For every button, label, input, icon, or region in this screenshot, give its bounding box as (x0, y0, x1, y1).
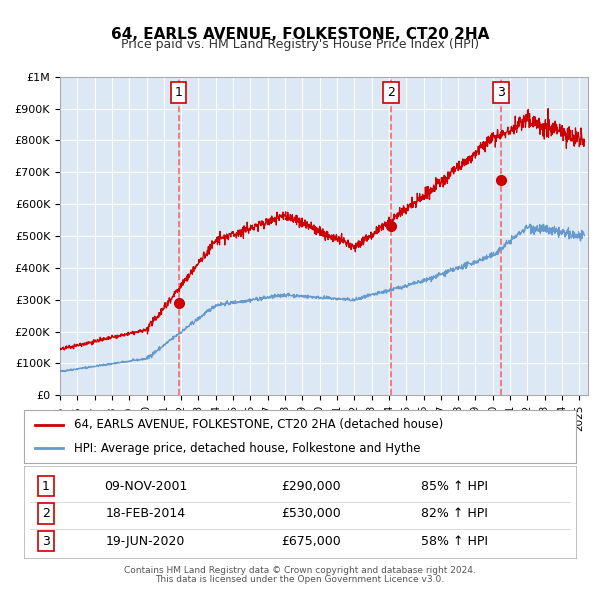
Text: 85% ↑ HPI: 85% ↑ HPI (421, 480, 488, 493)
Text: £290,000: £290,000 (281, 480, 341, 493)
Text: £675,000: £675,000 (281, 535, 341, 548)
Text: 64, EARLS AVENUE, FOLKESTONE, CT20 2HA: 64, EARLS AVENUE, FOLKESTONE, CT20 2HA (111, 27, 489, 41)
Text: 1: 1 (42, 480, 50, 493)
Text: 2: 2 (387, 86, 395, 99)
Text: 19-JUN-2020: 19-JUN-2020 (106, 535, 185, 548)
Text: 58% ↑ HPI: 58% ↑ HPI (421, 535, 488, 548)
Text: 82% ↑ HPI: 82% ↑ HPI (421, 507, 488, 520)
Text: This data is licensed under the Open Government Licence v3.0.: This data is licensed under the Open Gov… (155, 575, 445, 584)
Text: HPI: Average price, detached house, Folkestone and Hythe: HPI: Average price, detached house, Folk… (74, 442, 420, 455)
Text: 2: 2 (42, 507, 50, 520)
Text: 1: 1 (175, 86, 182, 99)
Text: 3: 3 (497, 86, 505, 99)
Text: £530,000: £530,000 (281, 507, 341, 520)
Text: 3: 3 (42, 535, 50, 548)
Text: 09-NOV-2001: 09-NOV-2001 (104, 480, 187, 493)
Text: 18-FEB-2014: 18-FEB-2014 (106, 507, 185, 520)
Text: 64, EARLS AVENUE, FOLKESTONE, CT20 2HA (detached house): 64, EARLS AVENUE, FOLKESTONE, CT20 2HA (… (74, 418, 443, 431)
Text: Contains HM Land Registry data © Crown copyright and database right 2024.: Contains HM Land Registry data © Crown c… (124, 566, 476, 575)
Text: Price paid vs. HM Land Registry's House Price Index (HPI): Price paid vs. HM Land Registry's House … (121, 38, 479, 51)
